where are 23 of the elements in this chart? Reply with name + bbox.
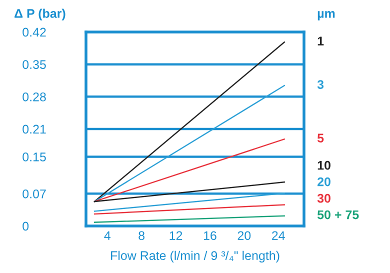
- y-axis-title: Δ P (bar): [14, 8, 66, 20]
- x-tick-label: 8: [138, 231, 144, 240]
- legend-title: µm: [318, 11, 335, 20]
- x-tick-label: 4: [104, 231, 110, 240]
- text: 3: [317, 80, 324, 89]
- y-tick-label: 0.28: [22, 92, 46, 102]
- y-tick-label: 0.07: [22, 189, 46, 198]
- x-tick-label: 12: [170, 231, 182, 240]
- x-tick-label: 24: [272, 231, 285, 240]
- x-axis-title: Flow Rate (l/min / 9 ³/₄" length): [111, 250, 280, 262]
- text: 10: [318, 160, 330, 170]
- text: 5: [317, 134, 324, 143]
- text: 20: [318, 177, 330, 186]
- text: 50 + 75: [317, 210, 359, 220]
- x-tick-label: 20: [238, 231, 251, 240]
- text: 30: [317, 194, 330, 203]
- y-tick-label: 0.42: [22, 28, 46, 37]
- y-tick-label: 0.35: [22, 60, 46, 69]
- y-tick-label: 0.21: [22, 124, 46, 134]
- text: 1: [318, 36, 324, 46]
- x-tick-label: 16: [204, 231, 216, 240]
- y-tick-label: 0.15: [22, 152, 46, 162]
- y-tick-label: 0: [22, 222, 29, 231]
